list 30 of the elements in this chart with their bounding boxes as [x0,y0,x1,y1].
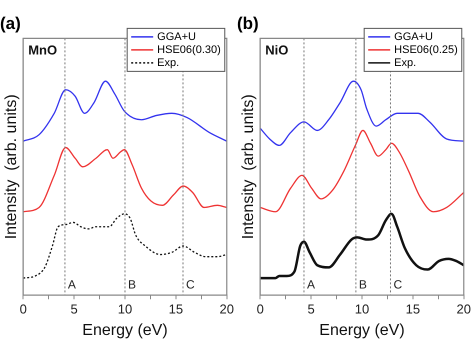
x-tick-label: 0 [256,302,264,317]
x-tick-label: 5 [70,302,78,317]
ref-line-label: B [358,278,367,292]
x-tick-label: 10 [354,302,370,317]
y-axis-title: Intensity (arb. units) [3,94,20,240]
legend-label: Exp. [157,56,180,69]
x-tick-label: 20 [456,302,472,317]
x-tick-label: 15 [406,302,420,317]
ref-line-label: A [306,278,315,292]
x-axis-title: Energy (eV) [82,322,168,339]
y-axis-title: Intensity (arb. units) [240,94,258,240]
legend-label: GGA+U [157,30,196,43]
x-tick-label: 0 [20,302,27,317]
x-tick-label: 5 [307,302,315,317]
ref-line-label: C [393,278,402,292]
ref-line-label: B [128,278,136,292]
ref-line-label: C [186,278,195,292]
x-tick-label: 15 [168,302,184,317]
legend-label: HSE06(0.25) [394,44,458,56]
ref-line-label: A [68,278,76,292]
x-axis-title: Energy (eV) [319,322,405,339]
text: NiO [265,42,288,58]
legend-label: HSE06(0.30) [157,44,221,56]
legend-label: GGA+U [394,30,434,43]
chart-title: (b) [237,14,259,33]
x-tick-label: 20 [220,302,234,317]
legend-label: Exp. [394,56,416,69]
chart-title: (a) [0,14,21,33]
x-tick-label: 10 [118,302,132,317]
text: MnO [28,42,58,58]
